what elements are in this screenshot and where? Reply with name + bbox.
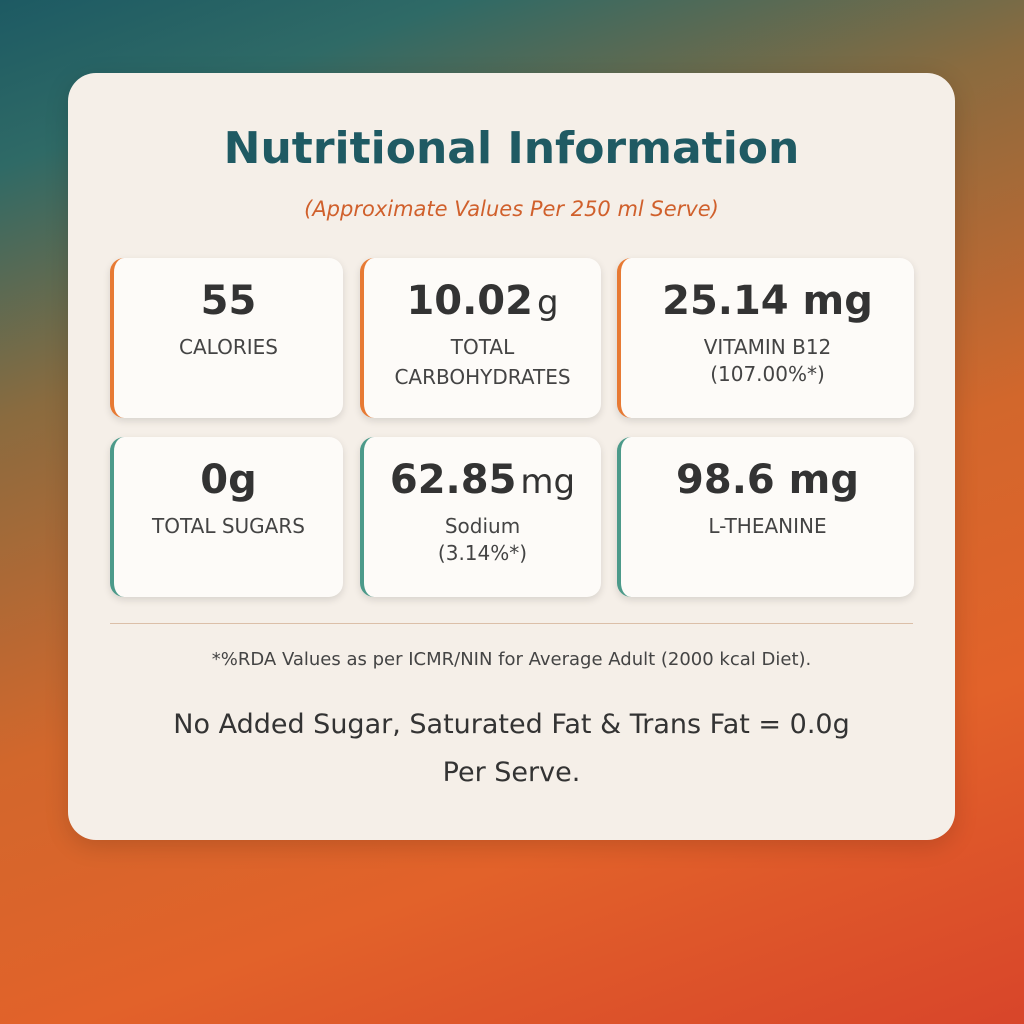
nutrient-label: L-THEANINE [708,514,827,538]
subtitle: (Approximate Values Per 250 ml Serve) [304,197,719,221]
value-number: 62.85 [389,457,517,503]
value-unit: mg [520,462,576,502]
panel: Nutritional Information (Approximate Val… [68,73,955,840]
nutrient-label: TOTAL CARBOHYDRATES [394,335,571,389]
nutrient-card: 55 CALORIES [110,258,343,418]
footnote: *%RDA Values as per ICMR/NIN for Average… [211,649,812,670]
statement: No Added Sugar, Saturated Fat & Trans Fa… [173,709,850,788]
rda-percent: (107.00%*) [710,362,825,386]
title: Nutritional Information [223,123,800,174]
nutrient-card: 98.6 mg L-THEANINE [617,437,914,597]
divider [110,623,913,624]
rda-percent: (3.14%*) [437,541,528,565]
nutrient-value: 98.6 mg [621,457,914,503]
nutrient-card: 10.02 g TOTAL CARBOHYDRATES [360,258,601,418]
value-unit: g [536,283,559,323]
nutrient-value: 0g [114,457,343,503]
nutrient-value: 25.14 mg [621,278,914,324]
nutrient-card: 0g TOTAL SUGARS [110,437,343,597]
value-number: 10.02 [406,278,533,324]
nutrient-card: 62.85 mg Sodium (3.14%*) [360,437,601,597]
value-number: 98.6 mg [676,457,859,503]
nutrient-label: CALORIES [179,335,278,359]
value-number: 55 [200,278,257,324]
nutrient-label: TOTAL SUGARS [152,514,305,538]
nutrient-card: 25.14 mg VITAMIN B12 (107.00%*) [617,258,914,418]
value-number: 25.14 mg [662,278,873,324]
nutrient-value: 10.02 g [364,278,601,324]
nutrient-value: 62.85 mg [364,457,601,503]
nutrient-label: Sodium [444,514,521,538]
nutrient-label: VITAMIN B12 [703,335,832,359]
value-number: 0g [200,457,257,503]
nutrient-value: 55 [114,278,343,324]
